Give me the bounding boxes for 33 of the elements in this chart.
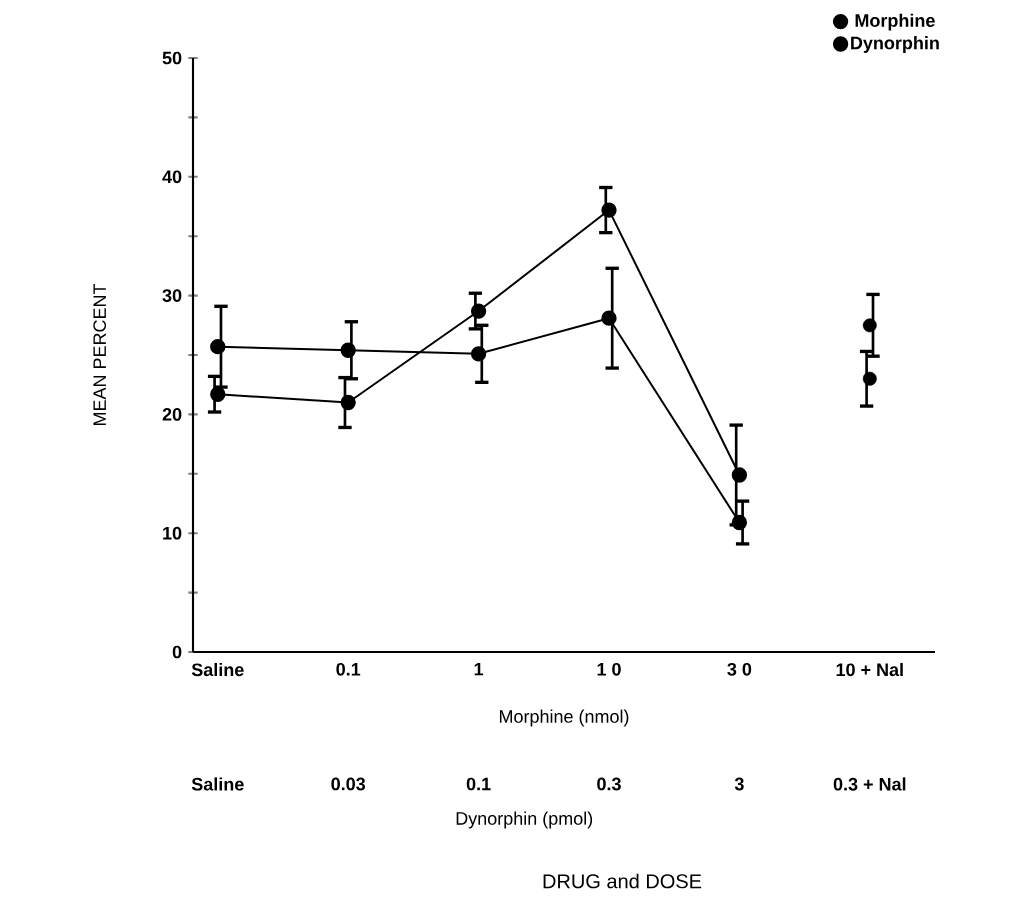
point xyxy=(210,339,226,355)
text: DRUG and DOSE xyxy=(543,873,702,889)
point xyxy=(731,467,748,483)
point xyxy=(470,346,487,362)
x-tick-label: 0.1 xyxy=(336,662,361,676)
text: Saline xyxy=(191,777,244,791)
y-tick-label: 10 xyxy=(163,526,182,540)
x-tick-label: 3 0 xyxy=(727,662,752,676)
point xyxy=(210,386,226,402)
x-axis-title: Morphine (nmol) xyxy=(499,709,629,727)
text: 0.1 xyxy=(466,777,491,791)
legend-label: Dynorphin xyxy=(851,36,939,53)
point xyxy=(601,202,617,218)
text: 3 xyxy=(734,777,744,791)
point xyxy=(470,303,487,319)
y-tick-label: 50 xyxy=(162,51,182,65)
y-tick-label: 20 xyxy=(162,408,182,421)
text: 0.03 xyxy=(331,777,366,791)
x-tick-label: Saline xyxy=(191,662,244,677)
x-tick-label: 10 + Nal xyxy=(836,662,903,677)
point xyxy=(340,342,356,358)
point xyxy=(340,394,356,411)
point xyxy=(601,310,617,326)
y-tick-label: 0 xyxy=(172,645,182,659)
legend-label: Morphine xyxy=(855,13,935,31)
text: 0.3 + Nal xyxy=(833,777,906,791)
text: 0.3 xyxy=(597,777,621,791)
y-tick-label: 30 xyxy=(162,289,182,302)
y-tick-label: 40 xyxy=(162,170,182,184)
y-axis-title: MEAN PERCENT xyxy=(93,283,107,426)
x-tick-label: 1 xyxy=(474,662,484,676)
x-tick-label: 1 0 xyxy=(597,662,621,676)
text: Dynorphin (pmol) xyxy=(456,811,593,829)
